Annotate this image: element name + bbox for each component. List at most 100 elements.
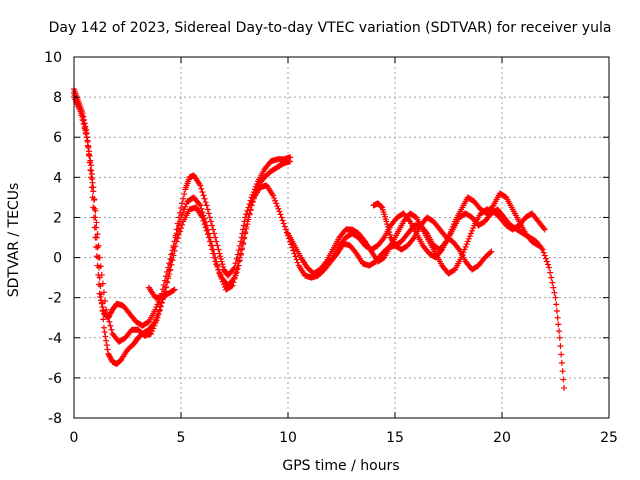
data-point	[93, 253, 100, 260]
x-axis-ticks: 0 5 10 15 20 25	[70, 57, 618, 446]
data-point	[386, 229, 393, 236]
data-point	[197, 182, 204, 189]
data-point	[328, 255, 335, 262]
data-point	[282, 226, 289, 233]
data-point	[463, 241, 470, 248]
data-point	[103, 342, 110, 349]
y-tick-label: 8	[53, 90, 62, 106]
data-point	[217, 255, 224, 262]
data-point	[170, 287, 177, 294]
data-point	[152, 320, 159, 327]
series-track-5	[317, 190, 542, 273]
data-point	[558, 351, 565, 358]
data-point	[103, 337, 110, 344]
data-point	[242, 229, 249, 236]
x-tick-label: 5	[177, 430, 186, 446]
data-point	[554, 314, 561, 321]
data-point	[462, 243, 469, 250]
data-point	[202, 224, 209, 231]
data-point	[94, 231, 101, 238]
data-point	[154, 314, 161, 321]
data-point	[180, 209, 187, 216]
data-point	[105, 314, 112, 321]
data-point	[183, 201, 190, 208]
data-point	[213, 238, 220, 245]
data-point	[277, 211, 284, 218]
x-tick-label: 15	[386, 430, 404, 446]
data-point	[271, 195, 278, 202]
data-point	[103, 306, 110, 313]
data-point	[274, 203, 281, 210]
data-point	[100, 324, 107, 331]
data-point	[283, 229, 290, 236]
data-point	[92, 234, 99, 241]
data-point	[410, 235, 417, 242]
data-point	[204, 206, 211, 213]
data-point	[487, 249, 494, 256]
data-point	[272, 197, 279, 204]
data-point	[97, 293, 104, 300]
data-point	[167, 266, 174, 273]
data-point	[198, 185, 205, 192]
data-point	[449, 223, 456, 230]
data-point	[98, 271, 105, 278]
data-point	[438, 247, 445, 254]
data-point	[152, 306, 159, 313]
data-point	[207, 218, 214, 225]
data-point	[98, 300, 105, 307]
data-point	[203, 202, 210, 209]
data-point	[200, 217, 207, 224]
data-point	[180, 195, 187, 202]
data-point	[278, 214, 285, 221]
data-point	[540, 225, 547, 232]
data-point	[469, 227, 476, 234]
data-point	[200, 192, 207, 199]
data-point	[209, 222, 216, 229]
data-point	[80, 121, 87, 128]
data-point	[91, 224, 98, 231]
data-point	[107, 322, 114, 329]
data-point	[294, 259, 301, 266]
data-point	[77, 108, 84, 115]
data-point	[470, 225, 477, 232]
data-point	[179, 211, 186, 218]
data-point	[241, 234, 248, 241]
data-point	[212, 258, 219, 265]
data-point	[547, 269, 554, 276]
data-point	[90, 214, 97, 221]
data-point	[380, 235, 387, 242]
data-point	[89, 176, 96, 183]
data-point	[279, 217, 286, 224]
data-point	[238, 245, 245, 252]
data-point	[384, 221, 391, 228]
data-point	[287, 158, 294, 165]
data-point	[100, 307, 107, 314]
data-point	[275, 205, 282, 212]
data-point	[237, 250, 244, 257]
data-point	[176, 228, 183, 235]
data-point	[556, 334, 563, 341]
data-point	[384, 223, 391, 230]
data-point	[549, 279, 556, 286]
data-point	[535, 242, 542, 249]
y-tick-label: 0	[53, 251, 62, 267]
data-point	[85, 150, 92, 157]
data-point	[181, 206, 188, 213]
y-tick-label: 6	[53, 130, 62, 146]
data-point	[100, 316, 107, 323]
data-point	[215, 266, 222, 273]
y-tick-label: -2	[48, 291, 62, 307]
data-point	[165, 275, 172, 282]
data-point	[548, 274, 555, 281]
data-point	[178, 205, 184, 212]
data-point	[108, 326, 115, 333]
data-point	[214, 242, 221, 249]
data-point	[174, 235, 181, 242]
data-point	[538, 245, 545, 252]
y-tick-label: 2	[53, 210, 62, 226]
data-point	[163, 283, 170, 290]
data-point	[383, 218, 390, 225]
series-track-6	[145, 200, 495, 301]
data-point	[201, 221, 208, 228]
plot-frame	[73, 56, 610, 419]
